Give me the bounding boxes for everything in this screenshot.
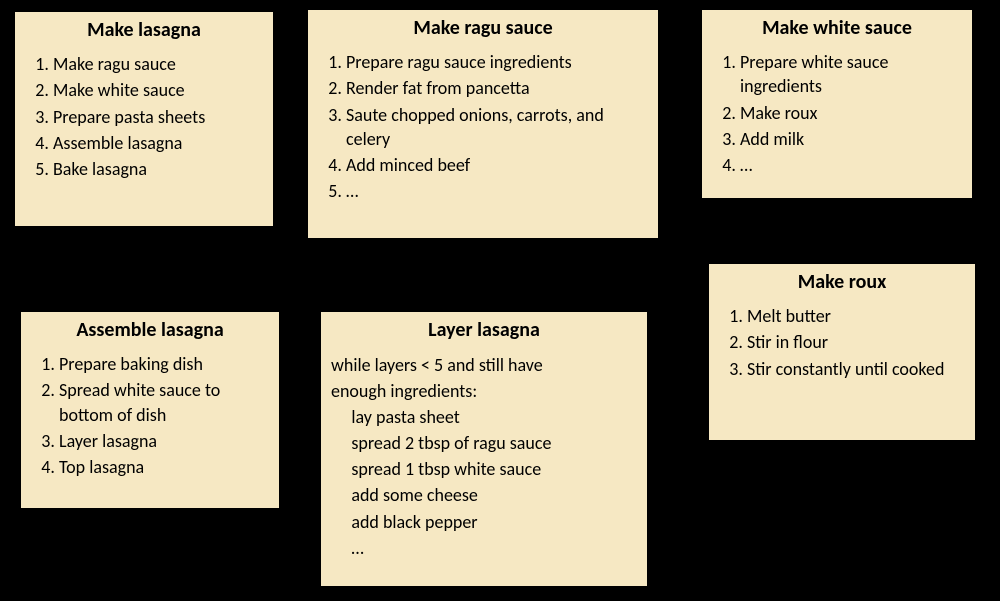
card-make_white: Make white sauce Prepare white sauce ingr…	[700, 8, 974, 200]
list-item: …	[740, 153, 962, 177]
list-item: Spread white sauce to bottom of dish	[59, 378, 269, 427]
card-title: Make ragu sauce	[318, 16, 648, 40]
list-item: Saute chopped onions, carrots, and celer…	[346, 103, 648, 152]
list-item: Add milk	[740, 127, 962, 151]
card-assemble: Assemble lasagna Prepare baking dishSprea…	[19, 310, 281, 510]
list-item: Stir constantly until cooked	[747, 357, 965, 381]
list-item: Prepare pasta sheets	[53, 105, 263, 129]
card-title: Make roux	[719, 270, 965, 294]
connector	[130, 228, 170, 268]
list-item: Make roux	[740, 101, 962, 125]
list-item: Render fat from pancetta	[346, 76, 648, 100]
card-body-text: while layers < 5 and still have enough i…	[331, 352, 637, 561]
card-list: Prepare baking dishSpread white sauce to…	[31, 352, 269, 479]
list-item: Assemble lasagna	[53, 131, 263, 155]
card-layer: Layer lasagna while layers < 5 and still …	[319, 310, 649, 588]
list-item: Make ragu sauce	[53, 52, 263, 76]
list-item: …	[346, 179, 648, 203]
card-title: Make lasagna	[25, 18, 263, 42]
list-item: Top lasagna	[59, 455, 269, 479]
card-title: Make white sauce	[712, 16, 962, 40]
list-item: Layer lasagna	[59, 429, 269, 453]
card-make_ragu: Make ragu sauce Prepare ragu sauce ingred…	[306, 8, 660, 240]
list-item: Melt butter	[747, 304, 965, 328]
card-make_roux: Make roux Melt butterStir in flour Stir co…	[707, 262, 977, 442]
diagram-canvas: Make lasagnaMake ragu sauceMake white sa…	[0, 0, 1000, 601]
list-item: Stir in flour	[747, 330, 965, 354]
card-list: Make ragu sauceMake white sauce Prepare p…	[25, 52, 263, 181]
card-list: Prepare white sauce ingredientsMake roux…	[712, 50, 962, 177]
list-item: Prepare baking dish	[59, 352, 269, 376]
list-item: Prepare white sauce ingredients	[740, 50, 962, 99]
list-item: Prepare ragu sauce ingredients	[346, 50, 648, 74]
card-title: Layer lasagna	[331, 318, 637, 342]
card-make_lasagna: Make lasagna Make ragu sauceMake white sa…	[13, 10, 275, 228]
list-item: Bake lasagna	[53, 157, 263, 181]
list-item: Add minced beef	[346, 153, 648, 177]
card-list: Prepare ragu sauce ingredientsRender fat…	[318, 50, 648, 204]
list-item: Make white sauce	[53, 78, 263, 102]
card-list: Melt butterStir in flour Stir constantly …	[719, 304, 965, 381]
card-title: Assemble lasagna	[31, 318, 269, 342]
